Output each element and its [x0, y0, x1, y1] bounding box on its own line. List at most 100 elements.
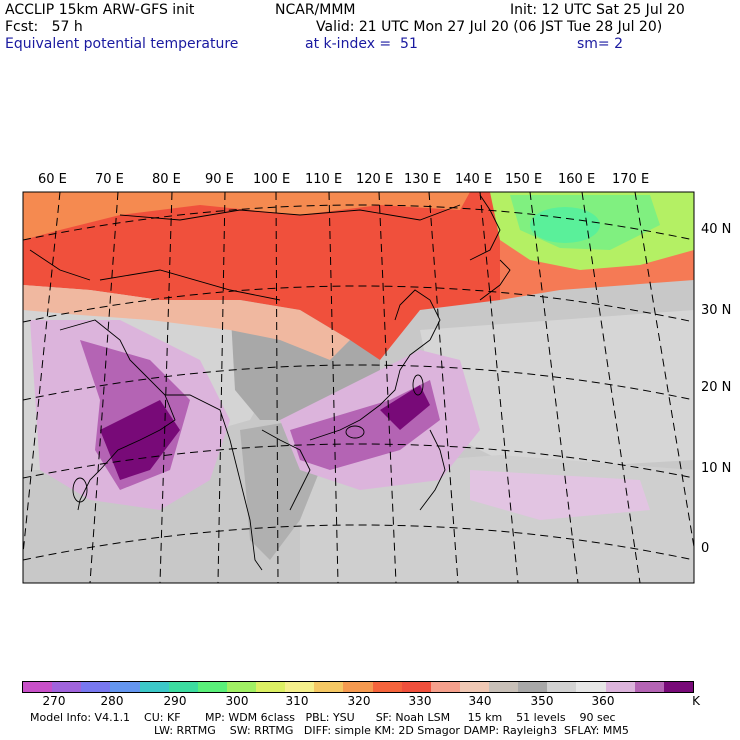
- lon-line: [581, 192, 641, 583]
- lat-label: 40 N: [701, 222, 732, 237]
- colorbar-swatch: [634, 682, 664, 692]
- light-purple-region: [470, 470, 650, 520]
- colorbar-label: 320: [347, 694, 371, 708]
- lon-label: 100 E: [253, 172, 291, 187]
- lon-label: 150 E: [505, 172, 543, 187]
- colorbar-swatch: [372, 682, 402, 692]
- peach-transition: [23, 285, 350, 360]
- lat-label: 20 N: [701, 380, 732, 395]
- hainan-coast: [345, 425, 365, 439]
- colorbar-swatch: [23, 682, 53, 692]
- lon-label: 160 E: [558, 172, 596, 187]
- graticule: [23, 192, 694, 583]
- lon-label: 170 E: [612, 172, 650, 187]
- lat-line: [23, 204, 694, 241]
- colorbar-label: 340: [468, 694, 492, 708]
- lon-label: 130 E: [404, 172, 442, 187]
- colorbar-label: 360: [591, 694, 615, 708]
- colorbar-swatch: [343, 682, 373, 692]
- light-gray-region: [420, 310, 694, 470]
- field-name: Equivalent potential temperature: [5, 36, 239, 52]
- lon-line: [89, 192, 119, 583]
- lon-label: 60 E: [38, 172, 67, 187]
- lon-label: 140 E: [455, 172, 493, 187]
- india-coast: [59, 319, 176, 511]
- japan-coast: [479, 259, 511, 301]
- colorbar-swatch: [139, 682, 169, 692]
- china-south-coast: [309, 339, 431, 441]
- smoothing-label: sm= 2: [577, 36, 624, 52]
- lat-line: [23, 524, 694, 561]
- org-label: NCAR/MMM: [275, 2, 356, 18]
- cool-core: [530, 207, 600, 243]
- colorbar-label: 280: [100, 694, 124, 708]
- colorbar-swatch: [663, 682, 693, 692]
- lat-line: [23, 285, 694, 323]
- colorbar-label: 350: [530, 694, 554, 708]
- colorbar-swatch: [314, 682, 344, 692]
- colorbar-label: 290: [163, 694, 187, 708]
- colorbar-swatch: [518, 682, 548, 692]
- colorbar-label: 310: [285, 694, 309, 708]
- lat-label: 30 N: [701, 303, 732, 318]
- colorbar-swatch: [459, 682, 489, 692]
- bay-of-bengal-east-coast: [165, 394, 263, 571]
- lon-line: [23, 192, 61, 559]
- colorbar-label: 270: [42, 694, 66, 708]
- country-border: [29, 249, 91, 281]
- colorbar-unit: K: [692, 694, 700, 708]
- field-shading: [23, 192, 694, 583]
- model-title: ACCLIP 15km ARW-GFS init: [5, 2, 195, 18]
- colorbar-swatch: [285, 682, 315, 692]
- colorbar-swatch: [168, 682, 198, 692]
- lon-label: 70 E: [95, 172, 124, 187]
- lon-label: 120 E: [356, 172, 394, 187]
- lon-label: 80 E: [152, 172, 181, 187]
- map-frame: [22, 191, 695, 584]
- lat-label: 0: [701, 541, 710, 556]
- lon-label: 110 E: [305, 172, 343, 187]
- lon-line: [275, 192, 279, 583]
- colorbar-swatch: [489, 682, 519, 692]
- colorbar-swatch: [576, 682, 606, 692]
- colorbar-swatch: [52, 682, 82, 692]
- philippines-coast: [419, 429, 446, 511]
- country-border: [119, 204, 461, 221]
- colorbar: [22, 681, 694, 693]
- model-info-line1: Model Info: V4.1.1 CU: KF MP: WDM 6class…: [30, 711, 616, 724]
- lon-line: [159, 192, 173, 583]
- korea-japan-coast: [469, 194, 501, 261]
- lon-line: [378, 192, 397, 583]
- lon-label: 90 E: [205, 172, 234, 187]
- lat-label: 10 N: [701, 461, 732, 476]
- coastlines: [29, 194, 511, 571]
- taiwan-coast: [412, 374, 424, 396]
- colorbar-swatch: [81, 682, 111, 692]
- model-info-line2: LW: RRTMG SW: RRTMG DIFF: simple KM: 2D …: [154, 724, 629, 737]
- china-east-coast: [394, 289, 441, 341]
- max-theta-e-core: [380, 385, 430, 430]
- level-label: at k-index = 51: [305, 36, 418, 52]
- lat-line: [23, 443, 694, 479]
- lon-line: [428, 192, 459, 583]
- lon-line: [529, 192, 579, 583]
- init-time: Init: 12 UTC Sat 25 Jul 20: [510, 2, 685, 18]
- lon-line: [328, 192, 339, 583]
- colorbar-swatch: [430, 682, 460, 692]
- colorbar-label: 300: [225, 694, 249, 708]
- indochina-coast: [261, 429, 311, 511]
- colorbar-swatch: [256, 682, 286, 692]
- orange-region: [23, 192, 470, 240]
- country-border: [99, 269, 281, 301]
- sri-lanka-coast: [72, 477, 88, 503]
- lon-line: [634, 192, 694, 550]
- valid-time: Valid: 21 UTC Mon 27 Jul 20 (06 JST Tue …: [316, 19, 663, 35]
- lon-line: [479, 192, 519, 583]
- colorbar-swatch: [197, 682, 227, 692]
- lat-line: [23, 364, 694, 401]
- colorbar-swatch: [401, 682, 431, 692]
- colorbar-swatch: [226, 682, 256, 692]
- colorbar-swatch: [110, 682, 140, 692]
- forecast-hour: Fcst: 57 h: [5, 19, 83, 35]
- lon-line: [217, 192, 226, 583]
